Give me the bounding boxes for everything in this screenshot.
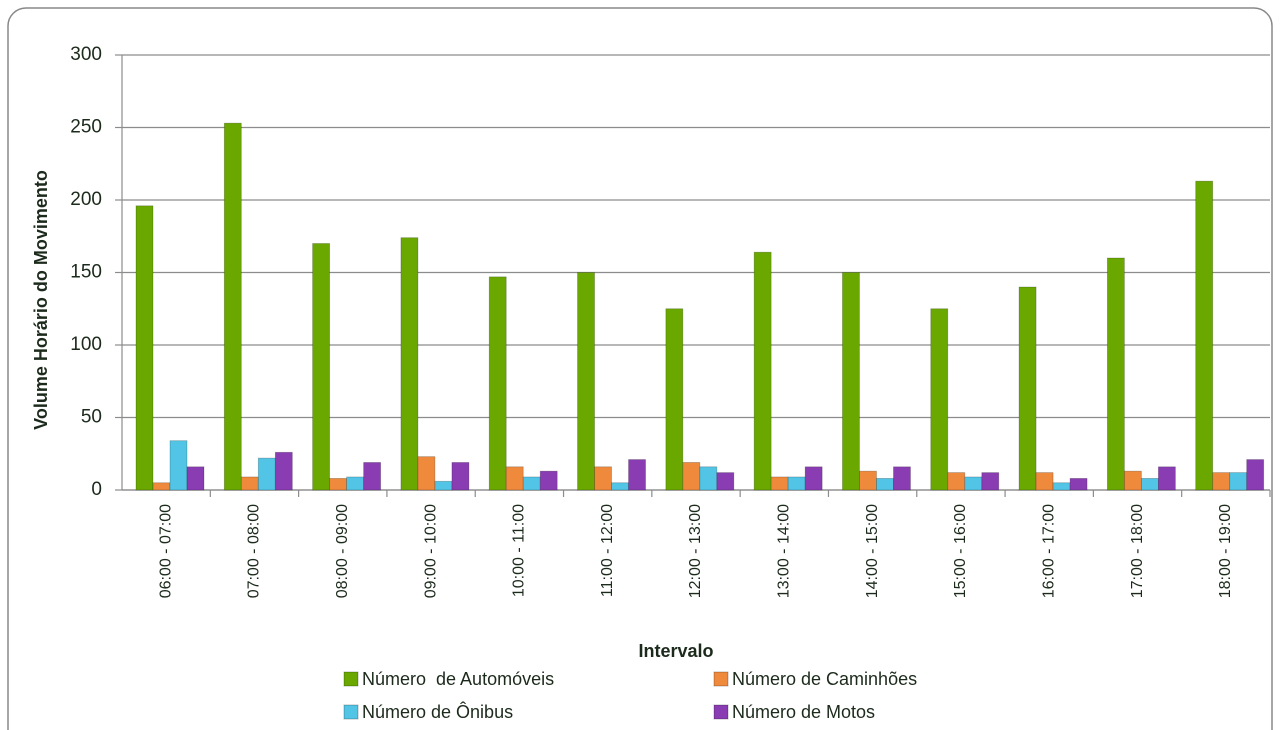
x-tick-label: 14:00 - 15:00 [864, 504, 881, 598]
legend-swatch [343, 704, 359, 720]
bar [240, 476, 259, 491]
x-tick-label: 11:00 - 12:00 [599, 504, 616, 597]
bar [804, 466, 823, 491]
bar [577, 272, 595, 491]
bar [257, 457, 276, 491]
bar [434, 480, 453, 491]
bar [842, 272, 860, 491]
bar [451, 462, 470, 491]
x-tick-label: 09:00 - 10:00 [422, 504, 439, 598]
bar [363, 462, 382, 491]
bar [1035, 472, 1054, 491]
bar [859, 470, 877, 491]
bar [522, 476, 541, 491]
x-tick-label: 06:00 - 07:00 [157, 504, 174, 598]
x-tick-label: 08:00 - 09:00 [334, 504, 351, 598]
bar [312, 243, 331, 491]
bar [1069, 477, 1088, 491]
bar [505, 466, 524, 491]
y-tick-label: 0 [91, 479, 102, 500]
bar [1140, 477, 1159, 491]
bar [1157, 466, 1176, 491]
x-tick-label: 12:00 - 13:00 [687, 504, 704, 598]
x-tick-label: 13:00 - 14:00 [776, 504, 793, 598]
bar [1229, 472, 1248, 491]
bar [152, 482, 171, 491]
bar [981, 472, 1000, 491]
bar [947, 472, 966, 491]
bar [682, 462, 701, 491]
bar [1246, 459, 1265, 491]
bar [699, 466, 718, 491]
legend-label: Número de Ônibus [362, 701, 513, 722]
bar [876, 477, 894, 491]
y-tick-label: 50 [81, 407, 102, 428]
bar [787, 476, 806, 491]
chart-frame [7, 7, 1273, 730]
x-tick-label: 17:00 - 18:00 [1129, 504, 1146, 598]
bar [770, 476, 789, 491]
bar [135, 205, 154, 491]
y-tick-label: 200 [70, 189, 102, 210]
x-tick-label: 07:00 - 08:00 [246, 504, 263, 598]
bar [417, 456, 436, 491]
y-tick-label: 250 [70, 117, 102, 138]
x-tick-label: 16:00 - 17:00 [1040, 504, 1057, 598]
bar [1212, 472, 1231, 491]
bar [930, 308, 949, 491]
bar [1123, 470, 1142, 491]
legend-label: Número de Automóveis [362, 669, 554, 689]
y-tick-label: 100 [70, 334, 102, 355]
x-tick-label: 15:00 - 16:00 [952, 504, 969, 598]
bar [169, 440, 188, 491]
legend-label: Número de Motos [732, 702, 875, 722]
bar [539, 470, 558, 491]
x-axis-title: Intervalo [638, 641, 713, 661]
bar [186, 466, 205, 491]
y-tick-label: 300 [70, 44, 102, 65]
bar [223, 122, 242, 491]
bar [716, 472, 735, 491]
legend-swatch [713, 704, 729, 720]
bar [346, 476, 365, 491]
bar [594, 466, 612, 491]
y-tick-label: 150 [70, 262, 102, 283]
legend-label: Número de Caminhões [732, 669, 917, 689]
bar [329, 477, 348, 491]
bar [964, 476, 983, 491]
bar [628, 459, 646, 491]
bar [893, 466, 911, 491]
bar [274, 451, 293, 491]
bar [611, 482, 629, 491]
x-tick-label: 10:00 - 11:00 [511, 504, 528, 597]
bar [488, 276, 507, 491]
bar [400, 237, 419, 491]
bar [1195, 180, 1214, 491]
bar [1052, 482, 1071, 491]
y-axis-title: Volume Horário do Movimento [31, 170, 51, 430]
x-tick-label: 18:00 - 19:00 [1217, 504, 1234, 598]
bar [1106, 257, 1125, 491]
bar [1018, 286, 1037, 491]
bar [753, 251, 772, 491]
legend-swatch [713, 671, 729, 687]
legend-swatch [343, 671, 359, 687]
bar [665, 308, 684, 491]
